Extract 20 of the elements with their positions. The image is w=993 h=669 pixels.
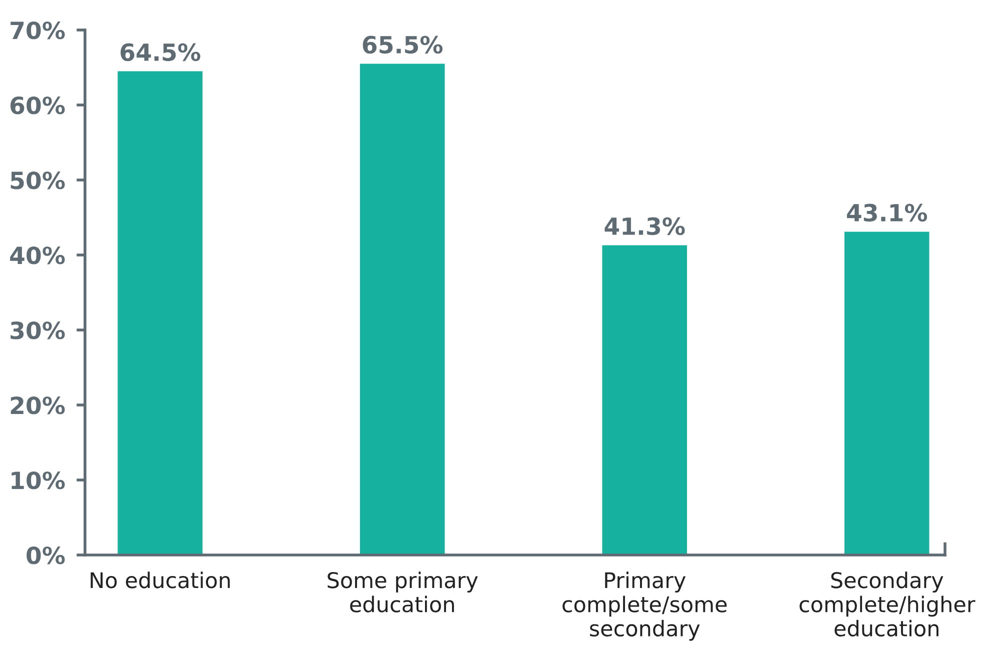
x-tick-label: Secondary complete/higher education (800, 572, 976, 637)
y-tick-label: 70% (10, 21, 65, 40)
y-tick-label: 10% (12, 471, 65, 490)
data-label: 43.1% (846, 204, 928, 222)
x-tick-label: Some primary education (328, 572, 478, 612)
data-label: 65.5% (362, 36, 443, 54)
y-tick-label: 20% (10, 396, 65, 414)
y-tick-label: 60% (10, 96, 65, 114)
data-label: 64.5% (120, 43, 200, 62)
x-tick-label: No education (90, 572, 230, 588)
x-tick-label: Primary complete/some secondary (562, 572, 727, 641)
y-tick-label: 50% (10, 171, 65, 190)
data-label: 41.3% (604, 217, 685, 236)
y-tick-label: 0% (26, 546, 65, 564)
bar (118, 71, 202, 555)
bar (602, 245, 687, 555)
bar (360, 64, 445, 555)
y-tick-label: 40% (10, 246, 65, 264)
bar (844, 232, 930, 555)
y-tick-label: 30% (10, 321, 65, 340)
